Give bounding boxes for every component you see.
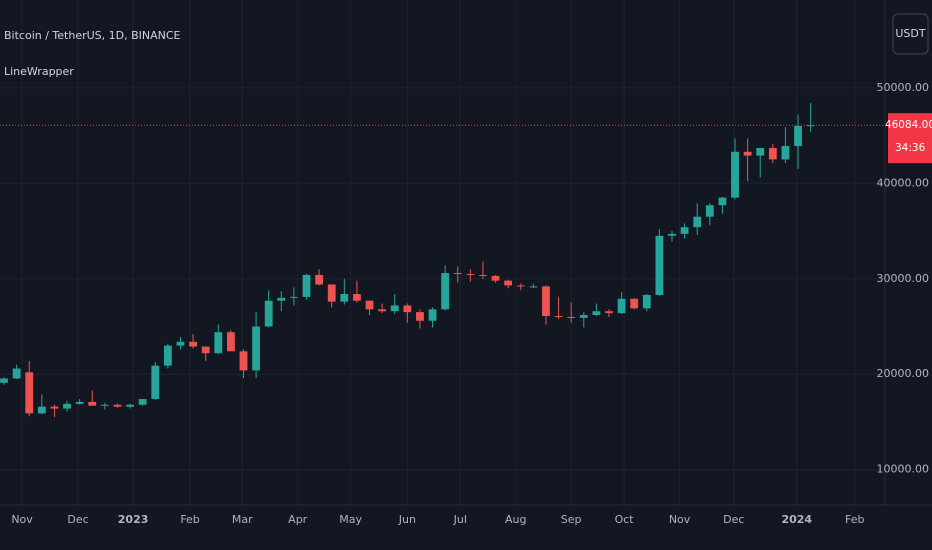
- candle-body: [226, 332, 235, 352]
- candle-body: [605, 311, 613, 314]
- candle-body: [781, 146, 790, 160]
- candle-body: [176, 341, 185, 346]
- candle-body: [668, 233, 676, 236]
- candle-body: [201, 346, 210, 354]
- x-tick-label: 2023: [118, 513, 149, 526]
- x-tick-label: Feb: [845, 513, 864, 526]
- indicator-label: LineWrapper: [4, 65, 74, 78]
- grid: [0, 0, 885, 505]
- candle-body: [88, 401, 97, 406]
- candles: [0, 103, 815, 418]
- candle-body: [554, 315, 563, 317]
- chart-title: Bitcoin / TetherUS, 1D, BINANCE: [4, 29, 181, 42]
- candle-body: [302, 274, 311, 297]
- x-tick-label: Sep: [561, 513, 582, 526]
- candle-body: [0, 378, 8, 383]
- y-tick-label: 40000.00: [877, 176, 930, 189]
- candle-body: [290, 296, 298, 298]
- candle-body: [617, 298, 626, 314]
- candle-body: [239, 351, 248, 371]
- candle-body: [504, 280, 513, 286]
- candle-body: [353, 294, 361, 301]
- candle-body: [756, 147, 765, 156]
- candle-body: [542, 286, 550, 316]
- y-tick-label: 20000.00: [877, 367, 930, 380]
- candle-body: [138, 399, 147, 405]
- x-tick-label: May: [339, 513, 362, 526]
- candle-body: [416, 312, 424, 321]
- candle-body: [252, 326, 261, 371]
- x-tick-label: Aug: [505, 513, 526, 526]
- x-tick-label: Jul: [453, 513, 467, 526]
- candle-body: [277, 297, 286, 301]
- x-tick-label: Jun: [398, 513, 416, 526]
- x-tick-label: Dec: [67, 513, 88, 526]
- candle-body: [126, 404, 134, 407]
- currency-button[interactable]: [892, 13, 929, 55]
- candle-body: [731, 151, 739, 198]
- candle-body: [403, 305, 412, 313]
- candle-body: [378, 309, 387, 312]
- x-tick-label: Oct: [615, 513, 635, 526]
- candle-body: [529, 286, 538, 288]
- candle-body: [214, 332, 223, 354]
- candle-body: [567, 316, 576, 318]
- x-tick-label: Mar: [232, 513, 253, 526]
- candle-body: [37, 406, 46, 414]
- candle-body: [718, 197, 727, 206]
- candle-body: [680, 227, 689, 234]
- x-tick-label: 2024: [781, 513, 812, 526]
- candle-body: [655, 235, 664, 295]
- candle-body: [151, 365, 160, 400]
- candle-body: [491, 275, 500, 281]
- candle-body: [113, 404, 122, 407]
- candle-body: [642, 294, 651, 309]
- countdown-label: 34:36: [895, 142, 926, 154]
- candle-body: [25, 372, 34, 414]
- candle-body: [630, 298, 639, 309]
- candle-body: [315, 274, 324, 285]
- candle-body: [441, 273, 450, 310]
- candle-body: [50, 406, 59, 409]
- candle-body: [12, 368, 21, 379]
- candle-body: [100, 404, 109, 406]
- candle-body: [743, 151, 752, 156]
- candle-body: [466, 273, 475, 275]
- candle-body: [579, 315, 588, 318]
- candle-body: [794, 126, 802, 147]
- candle-body: [390, 305, 399, 312]
- y-tick-label: 30000.00: [877, 272, 930, 285]
- x-tick-label: Feb: [180, 513, 199, 526]
- candle-body: [768, 147, 777, 160]
- candle-body: [163, 345, 172, 366]
- candle-body: [365, 300, 374, 310]
- candle-body: [479, 274, 487, 276]
- candle-body: [63, 403, 71, 409]
- y-tick-label: 50000.00: [877, 81, 930, 94]
- currency-label[interactable]: USDT: [895, 27, 926, 40]
- last-price-tag: [888, 113, 932, 164]
- candle-body: [592, 311, 601, 316]
- candle-body: [340, 294, 349, 302]
- candle-body: [264, 300, 273, 327]
- last-price-label: 46084.00: [885, 119, 932, 131]
- candle-body: [75, 401, 84, 404]
- x-tick-label: Dec: [723, 513, 744, 526]
- candle-body: [705, 205, 714, 217]
- candle-body: [189, 341, 197, 347]
- y-tick-label: 10000.00: [877, 463, 930, 476]
- candle-body: [516, 285, 525, 287]
- x-tick-label: Nov: [11, 513, 33, 526]
- candle-body: [693, 216, 702, 228]
- x-tick-label: Apr: [288, 513, 308, 526]
- candle-body: [428, 309, 437, 321]
- candle-body: [453, 273, 462, 275]
- candle-body: [327, 284, 336, 302]
- x-tick-label: Nov: [669, 513, 691, 526]
